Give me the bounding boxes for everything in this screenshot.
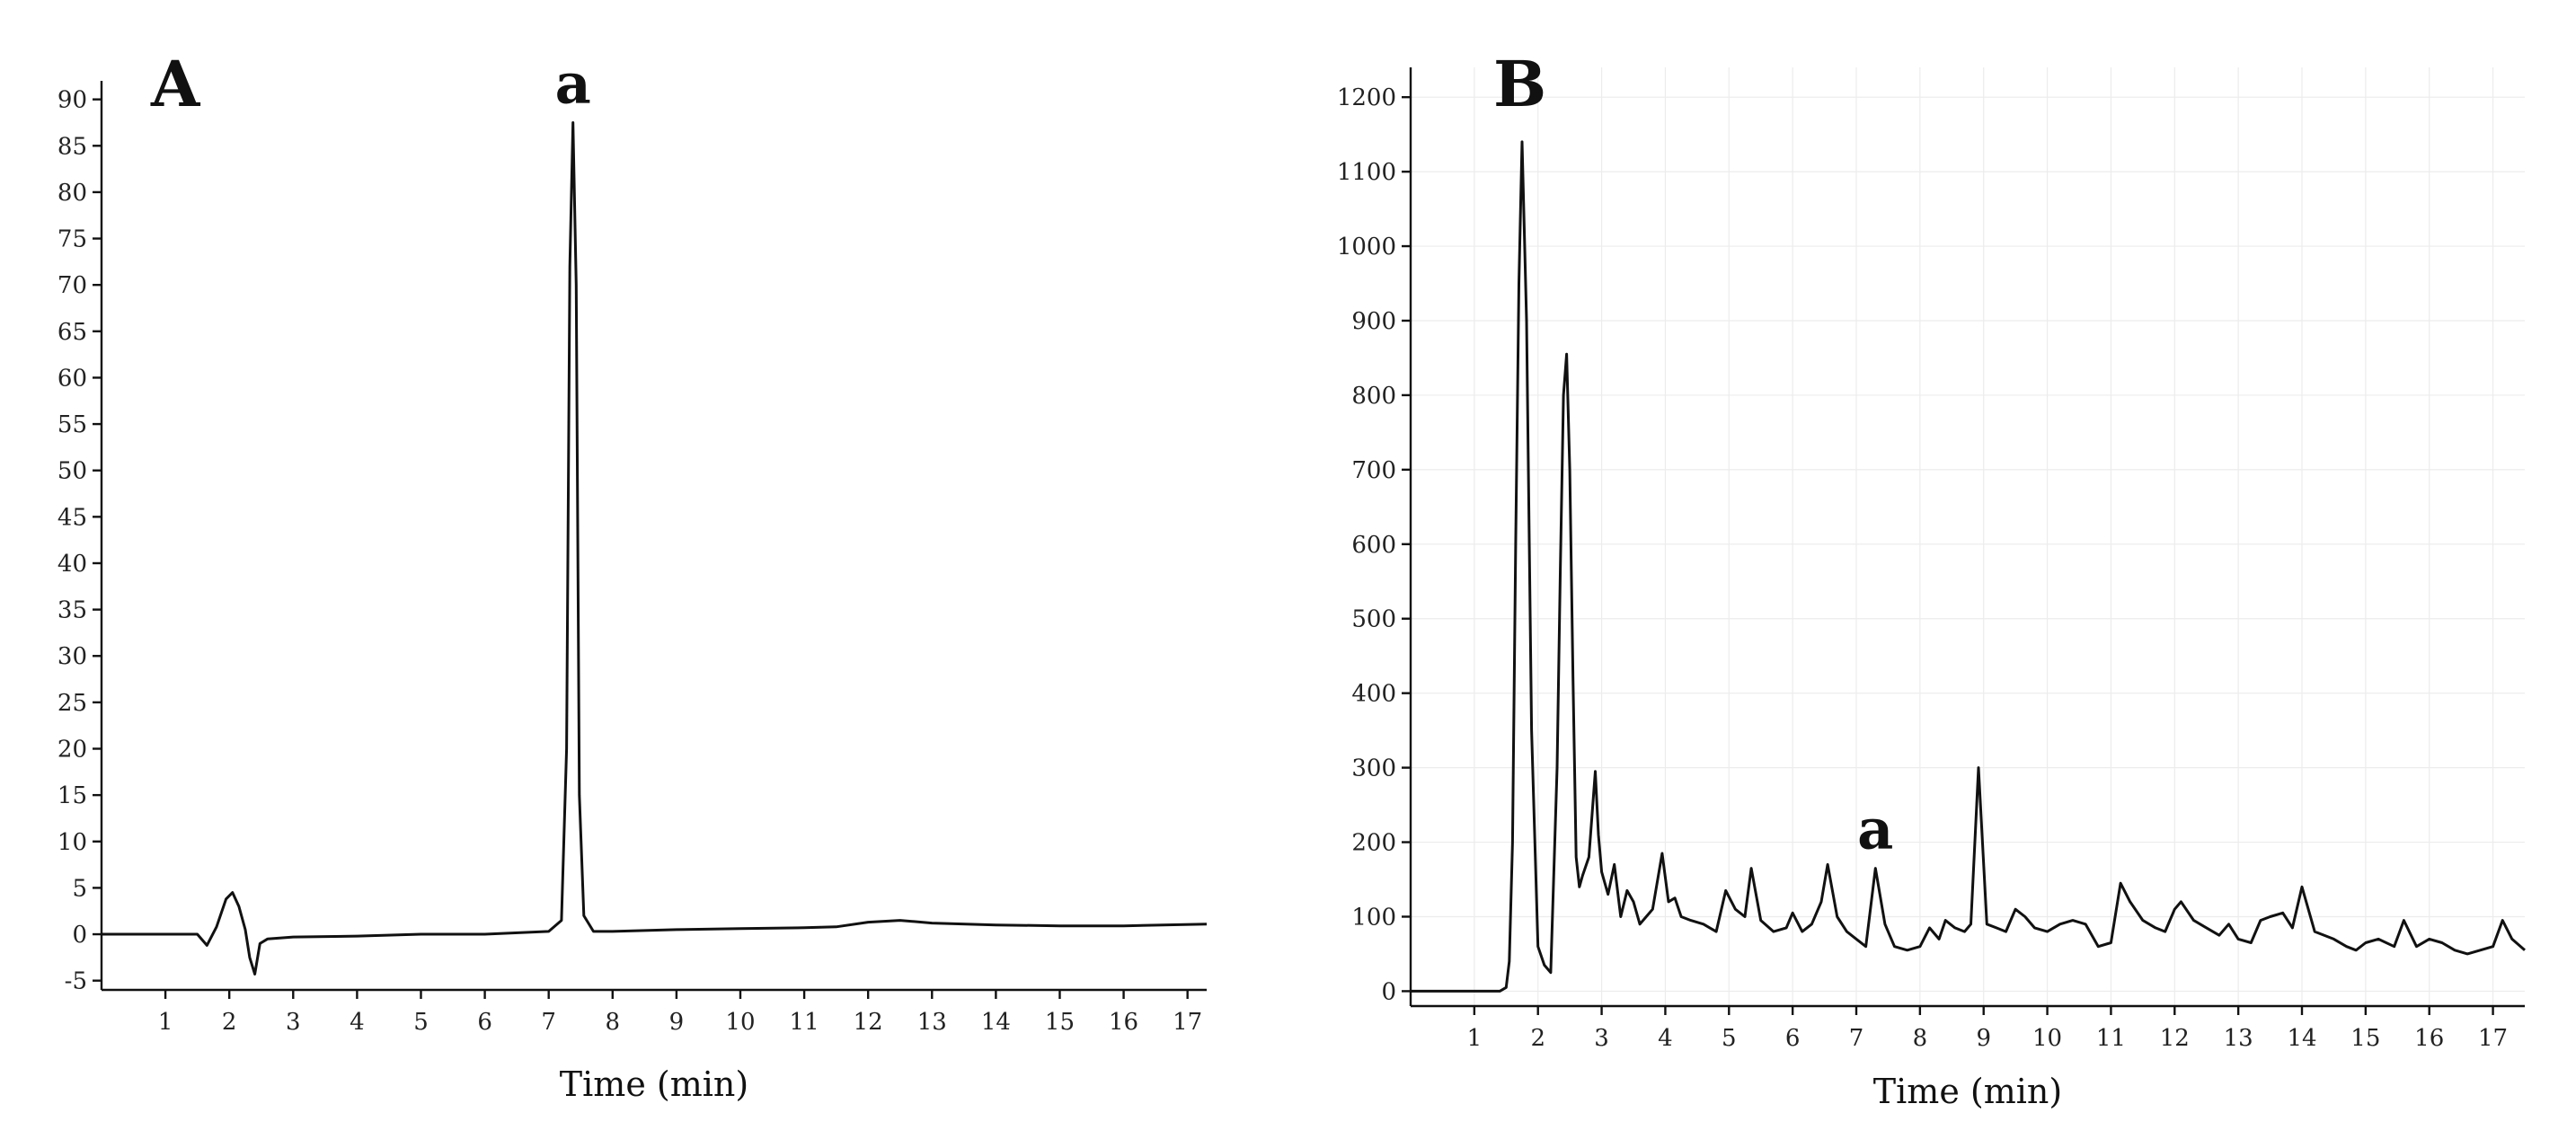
y-tick-label: 1000 xyxy=(1337,234,1396,261)
x-tick-label: 15 xyxy=(1045,1009,1075,1036)
x-tick-label: 5 xyxy=(413,1009,429,1036)
y-tick-label: 25 xyxy=(58,690,87,717)
y-tick-label: 70 xyxy=(58,272,87,299)
x-tick-label: 11 xyxy=(790,1009,819,1036)
chromatogram-trace xyxy=(1411,140,2526,993)
x-tick-label: 14 xyxy=(981,1009,1011,1036)
x-tick-label: 12 xyxy=(2160,1025,2190,1052)
y-tick-label: 700 xyxy=(1351,457,1396,484)
x-tick-label: 17 xyxy=(1173,1009,1202,1036)
y-tick-label: 65 xyxy=(58,319,87,346)
y-tick-label: 45 xyxy=(58,504,87,531)
y-tick-label: 500 xyxy=(1351,606,1396,633)
y-tick-label: -5 xyxy=(65,968,87,995)
y-tick-label: 1100 xyxy=(1337,159,1396,186)
x-axis-title: Time (min) xyxy=(1873,1072,2062,1111)
chart-panel-b: 0 100 200 300 400 500 600 700 800 900 1000 1100 1200… xyxy=(1337,47,2526,1111)
x-tick-label: 2 xyxy=(222,1009,237,1036)
x-tick-label: 3 xyxy=(286,1009,301,1036)
y-tick-label: 10 xyxy=(58,829,87,856)
x-tick-label: 12 xyxy=(854,1009,883,1036)
y-tick-label: 30 xyxy=(58,643,87,670)
x-tick-label: 6 xyxy=(1785,1025,1801,1052)
x-tick-label: 4 xyxy=(350,1009,365,1036)
x-tick-label: 10 xyxy=(2032,1025,2062,1052)
y-tick-label: 0 xyxy=(72,922,87,949)
x-tick-label: 3 xyxy=(1594,1025,1609,1052)
y-tick-label: 900 xyxy=(1351,308,1396,335)
y-tick-label: 40 xyxy=(58,551,87,578)
x-axis-title: Time (min) xyxy=(560,1064,748,1104)
y-tick-label: 75 xyxy=(58,226,87,253)
x-tick-label: 5 xyxy=(1722,1025,1737,1052)
y-tick-label: 5 xyxy=(72,875,87,902)
x-tick-label: 11 xyxy=(2096,1025,2126,1052)
y-tick-label: 400 xyxy=(1351,681,1396,708)
panel-label: B xyxy=(1493,47,1546,121)
x-tick-label: 15 xyxy=(2350,1025,2380,1052)
x-tick-label: 1 xyxy=(1467,1025,1483,1052)
x-tick-label: 14 xyxy=(2287,1025,2316,1052)
x-tick-label: 17 xyxy=(2478,1025,2508,1052)
peak-label: a xyxy=(555,50,591,116)
y-tick-label: 90 xyxy=(58,87,87,114)
y-tick-label: 20 xyxy=(58,737,87,764)
x-tick-label: 1 xyxy=(158,1009,173,1036)
x-tick-label: 16 xyxy=(1109,1009,1138,1036)
x-tick-label: 7 xyxy=(541,1009,556,1036)
x-tick-label: 13 xyxy=(917,1009,947,1036)
y-tick-label: 600 xyxy=(1351,532,1396,559)
y-tick-label: 60 xyxy=(58,365,87,392)
y-tick-label: 15 xyxy=(58,782,87,809)
y-tick-label: 85 xyxy=(58,133,87,160)
x-tick-label: 2 xyxy=(1530,1025,1545,1052)
x-tick-label: 8 xyxy=(606,1009,621,1036)
y-tick-label: 80 xyxy=(58,180,87,207)
y-tick-label: 55 xyxy=(58,411,87,438)
x-tick-label: 6 xyxy=(477,1009,492,1036)
x-tick-label: 8 xyxy=(1913,1025,1928,1052)
y-tick-label: 300 xyxy=(1351,755,1396,782)
x-tick-label: 7 xyxy=(1849,1025,1864,1052)
x-tick-label: 13 xyxy=(2224,1025,2253,1052)
y-tick-label: 50 xyxy=(58,458,87,485)
chromatogram-trace xyxy=(102,121,1208,976)
x-tick-label: 9 xyxy=(1976,1025,1991,1052)
y-tick-label: 35 xyxy=(58,597,87,624)
x-tick-label: 10 xyxy=(725,1009,755,1036)
y-tick-label: 200 xyxy=(1351,830,1396,857)
panel-label: A xyxy=(150,47,201,121)
y-tick-label: 0 xyxy=(1381,978,1396,1005)
y-tick-label: 800 xyxy=(1351,383,1396,410)
y-tick-label: 1200 xyxy=(1337,84,1396,111)
x-tick-label: 4 xyxy=(1658,1025,1673,1052)
peak-label: a xyxy=(1857,797,1893,862)
x-tick-label: 9 xyxy=(669,1009,685,1036)
x-tick-label: 16 xyxy=(2414,1025,2444,1052)
y-tick-label: 100 xyxy=(1351,904,1396,931)
